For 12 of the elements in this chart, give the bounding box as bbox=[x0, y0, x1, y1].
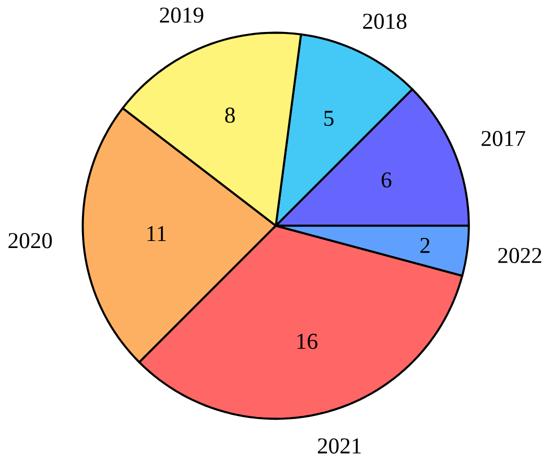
slice-label: 2022 bbox=[498, 248, 542, 264]
data-label: 2 bbox=[420, 238, 430, 253]
slice-label: 2018 bbox=[363, 14, 406, 29]
slice-label: 2019 bbox=[160, 7, 204, 23]
data-label: 5 bbox=[324, 110, 334, 126]
slice-label: 2021 bbox=[318, 438, 361, 454]
data-label: 6 bbox=[382, 172, 392, 188]
data-label: 16 bbox=[297, 334, 318, 349]
slice-label: 2017 bbox=[482, 130, 526, 146]
slice-label: 2020 bbox=[8, 233, 52, 248]
data-label: 11 bbox=[147, 226, 166, 241]
data-label: 8 bbox=[225, 108, 235, 123]
